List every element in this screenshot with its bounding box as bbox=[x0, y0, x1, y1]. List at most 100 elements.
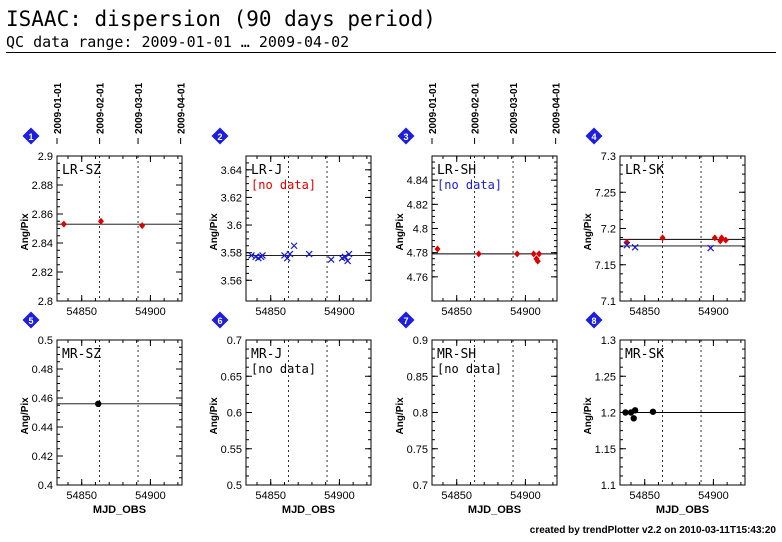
data-point bbox=[344, 257, 352, 265]
date-tick-label: 2009-03-01 bbox=[509, 82, 520, 134]
x-axis-label: MJD_OBS bbox=[93, 504, 146, 516]
panel-label: MR-SK bbox=[625, 347, 664, 362]
panel-badge-icon bbox=[585, 127, 603, 145]
y-tick-label: 4.84 bbox=[407, 175, 428, 187]
data-point bbox=[622, 409, 629, 416]
date-tick-label: 2009-04-01 bbox=[552, 82, 563, 134]
x-tick-label: 54900 bbox=[135, 306, 166, 318]
y-tick-label: 0.9 bbox=[413, 335, 428, 347]
data-point bbox=[722, 236, 729, 244]
panel-mr-sz: 0.4 0.42 0.44 0.46 0.48 0.5 54850 54900 Ang/Pix M… bbox=[20, 311, 183, 516]
panel-badge-icon bbox=[585, 311, 603, 329]
y-tick-label: 0.7 bbox=[413, 480, 428, 492]
y-tick-label: 1.1 bbox=[601, 480, 616, 492]
y-tick-label: 0.42 bbox=[32, 451, 53, 463]
panel-badge-number: 1 bbox=[28, 132, 33, 142]
y-tick-label: 2.82 bbox=[32, 267, 53, 279]
data-point bbox=[630, 415, 637, 422]
data-point bbox=[248, 252, 255, 259]
y-tick-label: 2.84 bbox=[32, 238, 53, 250]
x-tick-label: 54850 bbox=[629, 490, 660, 502]
panel-label: MR-SH bbox=[437, 347, 476, 362]
data-point bbox=[659, 234, 666, 242]
data-point bbox=[649, 408, 657, 415]
y-tick-label: 7.2 bbox=[601, 224, 616, 236]
y-tick-label: 2.9 bbox=[38, 151, 53, 163]
panel-label: LR-J bbox=[251, 163, 282, 178]
data-point bbox=[305, 250, 313, 258]
panel-badge-number: 7 bbox=[403, 316, 408, 326]
panel-label: MR-SZ bbox=[62, 347, 101, 362]
x-tick-label: 54900 bbox=[324, 306, 355, 318]
data-point bbox=[434, 245, 441, 253]
y-tick-label: 3.62 bbox=[221, 192, 242, 204]
x-tick-label: 54900 bbox=[510, 490, 541, 502]
y-axis-label: Ang/Pix bbox=[20, 213, 31, 251]
x-tick-label: 54850 bbox=[441, 306, 472, 318]
y-axis-label: Ang/Pix bbox=[209, 213, 220, 251]
panel-status: [no data] bbox=[437, 178, 502, 192]
page-title: ISAAC: dispersion (90 days period) bbox=[6, 7, 436, 31]
panel-badge-number: 4 bbox=[591, 132, 596, 142]
panel-badge-number: 2 bbox=[217, 132, 222, 142]
x-axis-label: MJD_OBS bbox=[656, 504, 709, 516]
panel-label: LR-SK bbox=[625, 163, 664, 178]
page-subtitle: QC data range: 2009-01-01 … 2009-04-02 bbox=[6, 33, 350, 51]
data-point bbox=[475, 250, 482, 258]
data-point bbox=[139, 222, 146, 230]
y-tick-label: 4.76 bbox=[407, 272, 428, 284]
y-tick-label: 0.44 bbox=[32, 422, 53, 434]
y-tick-label: 0.5 bbox=[38, 335, 53, 347]
x-axis-label: MJD_OBS bbox=[282, 504, 335, 516]
y-tick-label: 3.58 bbox=[221, 248, 242, 260]
panel-mr-sk: 1.1 1.15 1.2 1.25 1.3 54850 54900 Ang/Pix MJD_OB… bbox=[583, 311, 746, 516]
title-rule bbox=[6, 52, 776, 53]
x-tick-label: 54850 bbox=[66, 306, 97, 318]
x-tick-label: 54850 bbox=[255, 490, 286, 502]
y-tick-label: 0.7 bbox=[227, 335, 242, 347]
x-tick-label: 54850 bbox=[441, 490, 472, 502]
panel-label: LR-SZ bbox=[62, 163, 101, 178]
data-point bbox=[60, 220, 67, 228]
data-point bbox=[707, 244, 715, 252]
y-tick-label: 1.3 bbox=[601, 335, 616, 347]
y-tick-label: 1.2 bbox=[601, 408, 616, 420]
plot-frame bbox=[245, 155, 372, 302]
panel-badge-icon bbox=[397, 127, 415, 145]
panel-badge-icon bbox=[211, 311, 229, 329]
data-point bbox=[514, 250, 521, 258]
data-point bbox=[623, 241, 631, 249]
data-point bbox=[259, 252, 266, 259]
panel-lr-sk: 7.1 7.15 7.2 7.25 7.3 54850 54900 Ang/Pix 4 LR-SK bbox=[583, 127, 746, 318]
y-tick-label: 0.8 bbox=[413, 408, 428, 420]
panel-badge-number: 5 bbox=[28, 316, 33, 326]
y-tick-label: 7.1 bbox=[601, 296, 616, 308]
data-point bbox=[530, 250, 537, 258]
y-tick-label: 3.56 bbox=[221, 275, 242, 287]
data-point bbox=[631, 243, 639, 251]
y-tick-label: 0.65 bbox=[221, 371, 242, 383]
y-tick-label: 0.48 bbox=[32, 364, 53, 376]
y-tick-label: 1.15 bbox=[595, 444, 616, 456]
x-tick-label: 54850 bbox=[66, 490, 97, 502]
panel-lr-j: 3.56 3.58 3.6 3.62 3.64 54850 54900 Ang/Pix 2 LR-… bbox=[209, 127, 372, 318]
x-tick-label: 54900 bbox=[324, 490, 355, 502]
date-tick-label: 2009-02-01 bbox=[96, 82, 107, 134]
y-tick-label: 7.15 bbox=[595, 260, 616, 272]
y-tick-label: 0.6 bbox=[227, 408, 242, 420]
y-tick-label: 0.55 bbox=[221, 444, 242, 456]
data-point bbox=[283, 254, 291, 262]
data-point bbox=[631, 407, 639, 414]
panel-badge-number: 6 bbox=[217, 316, 222, 326]
panel-label: MR-J bbox=[251, 347, 282, 362]
y-tick-label: 0.75 bbox=[407, 444, 428, 456]
x-tick-label: 54850 bbox=[255, 306, 286, 318]
x-tick-label: 54900 bbox=[135, 490, 166, 502]
x-tick-label: 54900 bbox=[698, 306, 729, 318]
y-axis-label: Ang/Pix bbox=[209, 397, 220, 435]
data-point bbox=[341, 253, 349, 261]
x-tick-label: 54850 bbox=[629, 306, 660, 318]
x-tick-label: 54900 bbox=[698, 490, 729, 502]
y-tick-label: 0.5 bbox=[227, 480, 242, 492]
